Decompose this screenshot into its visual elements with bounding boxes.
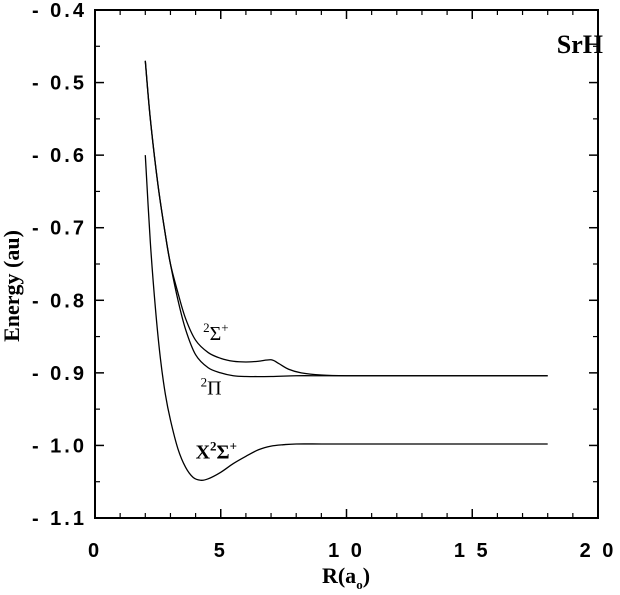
series-2-pi-label-part: Π xyxy=(207,378,221,400)
series-lines xyxy=(144,60,548,481)
y-tick-label: - 0.4 xyxy=(32,0,87,22)
x-axis-title-close: ) xyxy=(363,563,370,588)
series-x-2-sigma-plus-label: X2Σ+ xyxy=(196,438,237,463)
y-tick-label: - 0.8 xyxy=(32,290,87,312)
series-2-pi-line xyxy=(144,60,548,378)
y-tick-label: - 1.1 xyxy=(32,508,87,530)
series-2-pi-label: 2Π xyxy=(201,375,222,400)
y-tick-label: - 0.6 xyxy=(32,145,87,167)
series-2-pi-label-part: 2 xyxy=(201,375,208,390)
series-x-2-sigma-plus-label-part: X xyxy=(196,441,211,463)
x-tick-label: 1 5 xyxy=(454,540,491,562)
x-axis-title: R(ao) xyxy=(322,563,370,592)
y-tick-label: - 0.7 xyxy=(32,218,87,240)
x-tick-label: 2 0 xyxy=(580,540,617,562)
series-x-2-sigma-plus-label-part: 2 xyxy=(210,438,217,453)
x-tick-label: 0 xyxy=(88,540,102,562)
x-axis-title-sub: o xyxy=(356,577,363,592)
y-tick-label: - 1.0 xyxy=(32,435,87,457)
x-tick-label: 5 xyxy=(214,540,228,562)
y-tick-label: - 0.9 xyxy=(32,363,87,385)
series-2-sigma-plus-label: 2Σ+ xyxy=(203,320,228,345)
y-axis-title: Energy (au) xyxy=(0,230,24,342)
x-axis-title-main: R(a xyxy=(322,563,356,588)
x-tick-label: 1 0 xyxy=(328,540,365,562)
series-x-2-sigma-plus-label-part: + xyxy=(230,438,237,453)
series-x-2-sigma-plus-line xyxy=(144,155,548,481)
ticks xyxy=(94,9,599,519)
series-x-2-sigma-plus-label-part: Σ xyxy=(217,441,230,463)
series-2-sigma-plus-label-part: + xyxy=(221,320,228,335)
chart-title: SrH xyxy=(557,30,603,59)
series-2-sigma-plus-label-part: 2 xyxy=(203,320,210,335)
y-tick-label: - 0.5 xyxy=(32,73,87,95)
series-2-sigma-plus-label-part: Σ xyxy=(210,323,222,345)
tick-labels: 0 5 1 0 1 5 2 0 - 0.4 - 0.5 - 0.6 - 0.7 - 0.8 - 0.… xyxy=(32,0,617,562)
